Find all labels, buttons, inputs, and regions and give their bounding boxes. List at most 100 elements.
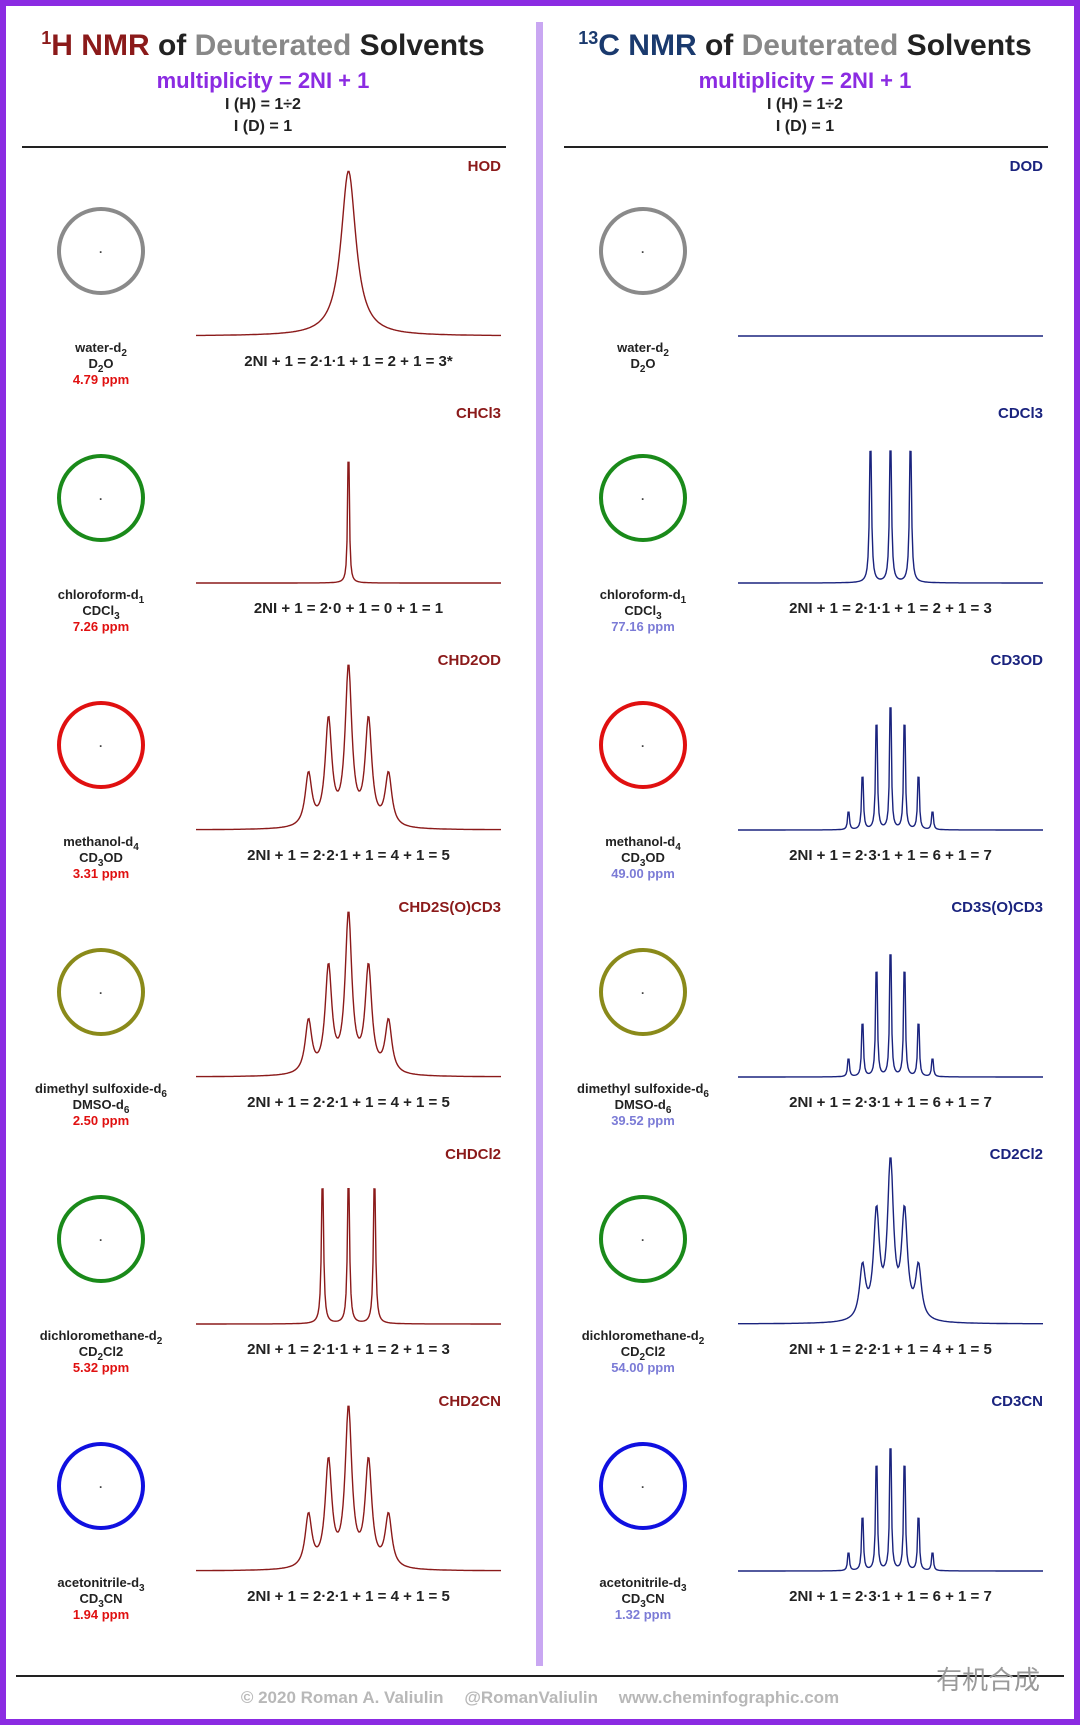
h-chloroform-name: chloroform-d1	[58, 587, 145, 606]
h-dmso-equation: 2NI + 1 = 2·2·1 + 1 = 4 + 1 = 5	[247, 1094, 450, 1111]
c-chloroform-spectrum	[738, 450, 1043, 584]
h-spin-d: I (D) = 1	[233, 118, 293, 135]
h-dmso-formula: DMSO-d6	[73, 1097, 130, 1116]
h-dcm-structure-ring	[57, 1195, 145, 1283]
h-dcm-species-label: CHDCl2	[445, 1146, 501, 1163]
h-dcm-name: dichloromethane-d2	[40, 1328, 163, 1347]
h-title-solv: Solvents	[351, 29, 485, 62]
c-dmso-species-label: CD3S(O)CD3	[951, 899, 1043, 916]
h-dmso-name: dimethyl sulfoxide-d6	[35, 1081, 167, 1100]
footer-rule	[16, 1675, 1064, 1677]
c-dcm-name: dichloromethane-d2	[582, 1328, 705, 1347]
c-acn-spectrum	[738, 1448, 1043, 1572]
h-acn-ppm: 1.94 ppm	[73, 1607, 129, 1622]
footer-handle[interactable]: @RomanValiulin	[464, 1688, 599, 1707]
h-dcm-equation: 2NI + 1 = 2·1·1 + 1 = 2 + 1 = 3	[247, 1341, 450, 1358]
h-methanol-ppm: 3.31 ppm	[73, 866, 129, 881]
h-water-name: water-d2	[74, 340, 127, 359]
c-dcm-ppm: 54.00 ppm	[611, 1360, 675, 1375]
c-acn-structure-glyph: ·	[641, 1480, 645, 1494]
c-dcm-structure-glyph: ·	[641, 1233, 645, 1247]
c-title-deut: Deuterated	[741, 29, 899, 62]
h-water-structure-ring	[57, 207, 145, 295]
c-methanol-ppm: 49.00 ppm	[611, 866, 675, 881]
h-methanol-equation: 2NI + 1 = 2·2·1 + 1 = 4 + 1 = 5	[247, 847, 450, 864]
h-water-structure-glyph: ·	[99, 245, 103, 259]
h-dmso-ppm: 2.50 ppm	[73, 1113, 129, 1128]
h-dcm-ppm: 5.32 ppm	[73, 1360, 129, 1375]
watermark: 有机合成	[935, 1665, 1040, 1695]
footer-copyright: © 2020 Roman A. Valiulin	[240, 1688, 444, 1707]
c-acn-equation: 2NI + 1 = 2·3·1 + 1 = 6 + 1 = 7	[789, 1588, 992, 1605]
c-water-formula: D2O	[630, 356, 655, 375]
h-spin-h: I (H) = 1÷2	[225, 96, 301, 113]
c-dmso-structure-glyph: ·	[641, 986, 645, 1000]
h-methanol-name: methanol-d4	[63, 834, 139, 853]
c-chloroform-species-label: CDCl3	[998, 405, 1043, 422]
c-spin-d: I (D) = 1	[775, 118, 835, 135]
h-multiplicity: multiplicity = 2NI + 1	[156, 68, 370, 93]
c-dcm-spectrum	[738, 1157, 1043, 1325]
c-chloroform-structure-ring	[599, 454, 687, 542]
h-water-spectrum	[196, 170, 501, 337]
h-title-sup: 1	[41, 28, 52, 48]
h-chloroform-formula: CDCl3	[82, 603, 120, 622]
c-chloroform-formula: CDCl3	[624, 603, 662, 622]
h-methanol-formula: CD3OD	[79, 850, 123, 869]
column-divider	[536, 22, 543, 1666]
c-dcm-species-label: CD2Cl2	[990, 1146, 1043, 1163]
c-methanol-structure-glyph: ·	[641, 739, 645, 753]
c-acn-ppm: 1.32 ppm	[615, 1607, 671, 1622]
c-title-of: of	[696, 29, 742, 62]
c-dmso-structure-ring	[599, 948, 687, 1036]
h-acn-structure-ring	[57, 1442, 145, 1530]
h-acn-name: acetonitrile-d3	[57, 1575, 145, 1594]
h-methanol-structure-ring	[57, 701, 145, 789]
h-water-equation: 2NI + 1 = 2·1·1 + 1 = 2 + 1 = 3*	[244, 353, 453, 370]
h-header-rule	[22, 146, 506, 148]
c-multiplicity: multiplicity = 2NI + 1	[698, 68, 912, 93]
c-header-rule	[564, 146, 1048, 148]
h-chloroform-structure-ring	[57, 454, 145, 542]
h-dcm-formula: CD2Cl2	[79, 1344, 124, 1363]
h-dmso-structure-ring	[57, 948, 145, 1036]
h-acn-species-label: CHD2CN	[438, 1393, 501, 1410]
h-chloroform-ppm: 7.26 ppm	[73, 619, 129, 634]
h-dcm-structure-glyph: ·	[99, 1233, 103, 1247]
h-water-formula: D2O	[88, 356, 113, 375]
h-dmso-spectrum	[196, 911, 501, 1078]
h-methanol-structure-glyph: ·	[99, 739, 103, 753]
c-acn-name: acetonitrile-d3	[599, 1575, 687, 1594]
c-chloroform-ppm: 77.16 ppm	[611, 619, 675, 634]
c-dmso-name: dimethyl sulfoxide-d6	[577, 1081, 709, 1100]
h-methanol-spectrum	[196, 664, 501, 831]
c-methanol-name: methanol-d4	[605, 834, 681, 853]
c-spectra-svg: ·water-d2D2ODOD·chloroform-d1CDCl377.16 …	[577, 158, 1044, 1622]
c-methanol-equation: 2NI + 1 = 2·3·1 + 1 = 6 + 1 = 7	[789, 847, 992, 864]
c-acn-species-label: CD3CN	[991, 1393, 1043, 1410]
c-dcm-structure-ring	[599, 1195, 687, 1283]
h-dmso-species-label: CHD2S(O)CD3	[398, 899, 501, 916]
c-title: 13C NMR of Deuterated Solvents	[548, 28, 1062, 63]
h-title-deut: Deuterated	[194, 29, 352, 62]
c-chloroform-equation: 2NI + 1 = 2·1·1 + 1 = 2 + 1 = 3	[789, 600, 992, 617]
c-dmso-equation: 2NI + 1 = 2·3·1 + 1 = 6 + 1 = 7	[789, 1094, 992, 1111]
c-title-nucleus: C NMR	[598, 29, 697, 62]
c-methanol-structure-ring	[599, 701, 687, 789]
c-nmr-column: 13C NMR of Deuterated Solvents multiplic…	[548, 6, 1062, 1656]
c-methanol-formula: CD3OD	[621, 850, 665, 869]
c-dcm-equation: 2NI + 1 = 2·2·1 + 1 = 4 + 1 = 5	[789, 1341, 992, 1358]
c-methanol-species-label: CD3OD	[990, 652, 1043, 669]
c-chloroform-name: chloroform-d1	[600, 587, 687, 606]
h-water-ppm: 4.79 ppm	[73, 372, 129, 387]
h-chloroform-species-label: CHCl3	[456, 405, 501, 422]
c-water-species-label: DOD	[1010, 158, 1044, 175]
h-chloroform-structure-glyph: ·	[99, 492, 103, 506]
footer-site[interactable]: www.cheminfographic.com	[618, 1688, 840, 1707]
c-spin-h: I (H) = 1÷2	[767, 96, 843, 113]
h-water-species-label: HOD	[468, 158, 502, 175]
c-methanol-spectrum	[738, 707, 1043, 831]
c-chloroform-structure-glyph: ·	[641, 492, 645, 506]
c-title-solv: Solvents	[898, 29, 1032, 62]
